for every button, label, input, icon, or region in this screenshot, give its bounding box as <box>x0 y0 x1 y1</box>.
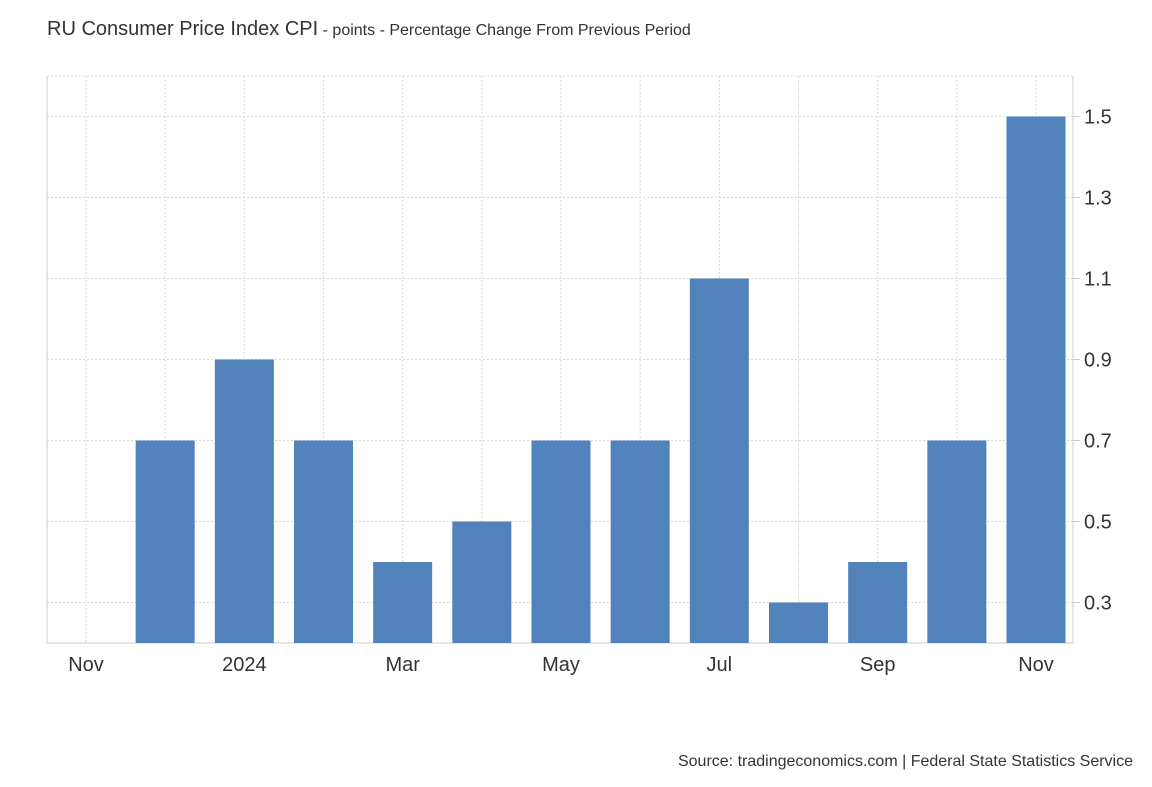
chart-title: RU Consumer Price Index CPI - points - P… <box>47 18 691 41</box>
bar-nov-2024 <box>1006 116 1066 643</box>
chart-title-main: RU Consumer Price Index CPI <box>47 18 319 40</box>
source-credit: Source: tradingeconomics.com | Federal S… <box>677 753 1133 770</box>
bar-mar-2024 <box>373 562 433 643</box>
bar-jul-2024 <box>689 278 749 643</box>
bar-dec-2023 <box>135 440 195 643</box>
bar-may-2024 <box>531 440 591 643</box>
x-tick-label: Mar <box>385 654 420 676</box>
x-tick-label: May <box>542 654 580 676</box>
x-tick-label: Nov <box>1018 654 1054 676</box>
y-tick-label: 0.3 <box>1084 593 1112 615</box>
bar-apr-2024 <box>452 521 512 643</box>
x-tick-label: Nov <box>68 654 104 676</box>
x-tick-label: Jul <box>707 654 733 676</box>
x-tick-label: 2024 <box>222 654 267 676</box>
y-tick-label: 0.9 <box>1084 350 1112 372</box>
bar-jun-2024 <box>610 440 670 643</box>
bar-aug-2024 <box>769 602 828 643</box>
y-tick-label: 0.5 <box>1084 512 1112 534</box>
y-tick-label: 1.1 <box>1084 269 1112 291</box>
bar-oct-2024 <box>927 440 987 643</box>
bar-sep-2024 <box>848 562 908 643</box>
x-tick-label: Sep <box>860 654 896 676</box>
y-tick-label: 1.3 <box>1084 188 1112 210</box>
y-tick-label: 0.7 <box>1084 431 1112 453</box>
chart-title-subtitle: - points - Percentage Change From Previo… <box>318 22 691 39</box>
bar-jan-2024 <box>214 359 274 643</box>
y-tick-label: 1.5 <box>1084 107 1112 129</box>
bar-feb-2024 <box>294 440 353 643</box>
